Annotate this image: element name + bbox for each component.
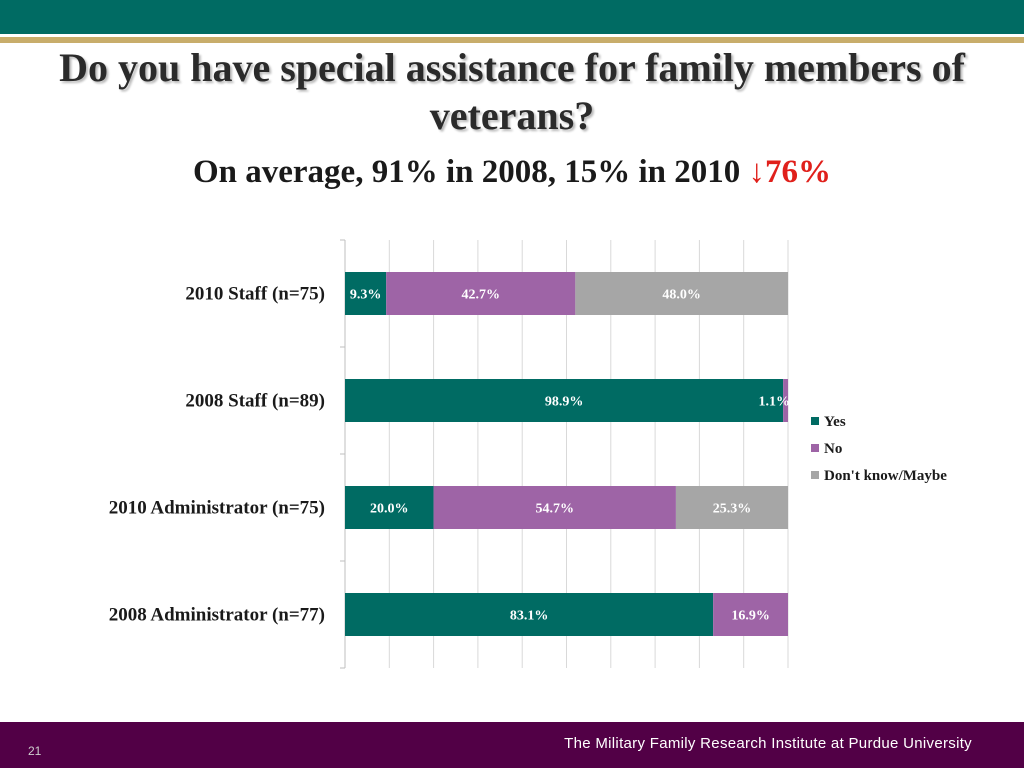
data-label: 42.7% — [462, 288, 501, 303]
data-label: 1.1% — [759, 395, 791, 410]
data-label: 54.7% — [536, 502, 575, 517]
data-label: 25.3% — [713, 502, 752, 517]
category-label: 2010 Administrator (n=75) — [109, 498, 325, 519]
category-label: 2008 Administrator (n=77) — [109, 605, 325, 626]
page-number: 21 — [28, 744, 42, 758]
category-label: 2008 Staff (n=89) — [185, 391, 325, 412]
category-label: 2010 Staff (n=75) — [185, 284, 325, 305]
data-label: 83.1% — [510, 609, 549, 624]
data-label: 98.9% — [545, 395, 584, 410]
bar-segment — [345, 486, 434, 529]
header-band — [0, 0, 1024, 34]
change-indicator: ↓76% — [748, 154, 832, 190]
bar-segment — [386, 272, 576, 315]
bar-segment — [433, 486, 676, 529]
bar-segment — [345, 379, 784, 422]
bar-segment — [675, 486, 788, 529]
bar-segment — [345, 272, 387, 315]
legend-swatch — [811, 417, 819, 425]
stacked-bar-chart: 2010 Staff (n=75) 9.3% 42.7% 48.0% 2008 Staf… — [109, 239, 947, 669]
footer-brand-text: The Military Family Research Institute a… — [564, 735, 972, 752]
legend-swatch — [811, 444, 819, 452]
bar-segment — [783, 379, 788, 422]
legend-label: Yes — [824, 414, 846, 430]
data-label: 9.3% — [350, 288, 382, 303]
data-label: 16.9% — [731, 609, 770, 624]
bar-segment — [713, 593, 788, 636]
legend-swatch — [811, 471, 819, 479]
footer-band: 21 The Military Family Research Institut… — [0, 722, 1024, 768]
slide-title: Do you have special assistance for famil… — [59, 45, 965, 138]
slide-subtitle: On average, 91% in 2008, 15% in 2010 ↓76… — [0, 152, 1024, 192]
header-accent-line — [0, 37, 1024, 43]
legend-label: No — [824, 441, 842, 457]
data-label: 48.0% — [662, 288, 701, 303]
data-label: 20.0% — [370, 502, 409, 517]
legend-label: Don't know/Maybe — [824, 468, 947, 484]
bar-segment — [345, 593, 714, 636]
bar-segment — [575, 272, 788, 315]
subtitle-text: On average, 91% in 2008, 15% in 2010 — [192, 154, 749, 190]
